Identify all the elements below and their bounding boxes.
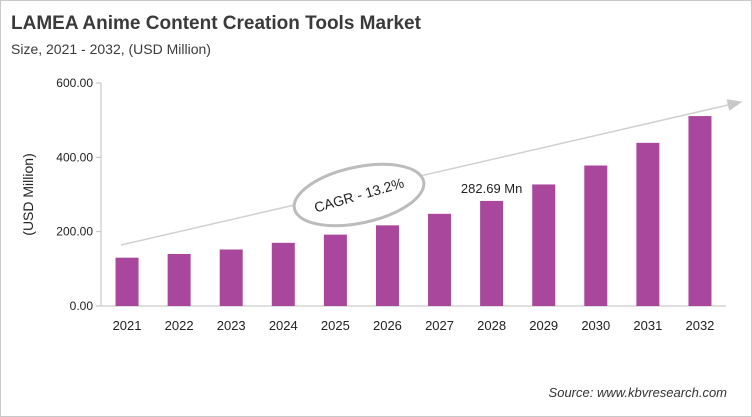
x-tick-label: 2030 <box>581 318 610 333</box>
chart-title: LAMEA Anime Content Creation Tools Marke… <box>11 13 421 34</box>
y-tick-label: 200.00 <box>56 225 93 239</box>
y-tick-label: 0.00 <box>70 299 94 313</box>
bar-2032 <box>688 116 712 306</box>
x-tick-label: 2029 <box>529 318 558 333</box>
cagr-ellipse <box>292 162 426 228</box>
x-tick-label: 2024 <box>269 318 298 333</box>
x-tick-label: 2022 <box>165 318 194 333</box>
chart-subtitle: Size, 2021 - 2032, (USD Million) <box>11 41 211 57</box>
bar-2030 <box>584 165 608 306</box>
y-tick-label: 600.00 <box>56 76 93 90</box>
x-tick-label: 2032 <box>685 318 714 333</box>
bar-2025 <box>323 234 347 306</box>
x-tick-label: 2031 <box>633 318 662 333</box>
bar-2028 <box>480 200 504 306</box>
trend-arrow <box>120 99 743 246</box>
bar-2031 <box>636 142 660 306</box>
x-tick-label: 2028 <box>477 318 506 333</box>
bar-2026 <box>375 225 399 306</box>
source-note: Source: www.kbvresearch.com <box>548 385 727 400</box>
bar-2023 <box>219 249 243 306</box>
x-tick-label: 2021 <box>113 318 142 333</box>
x-tick-label: 2023 <box>217 318 246 333</box>
x-tick-label: 2025 <box>321 318 350 333</box>
x-tick-label: 2027 <box>425 318 454 333</box>
y-axis-label: (USD Million) <box>20 153 36 235</box>
y-tick-label: 400.00 <box>56 150 93 164</box>
bar-2027 <box>428 213 452 306</box>
bar-2024 <box>271 242 295 306</box>
x-tick-label: 2026 <box>373 318 402 333</box>
data-label: 282.69 Mn <box>461 181 522 196</box>
bar-2022 <box>167 253 191 306</box>
bar-2029 <box>532 184 556 306</box>
bar-2021 <box>115 257 139 306</box>
